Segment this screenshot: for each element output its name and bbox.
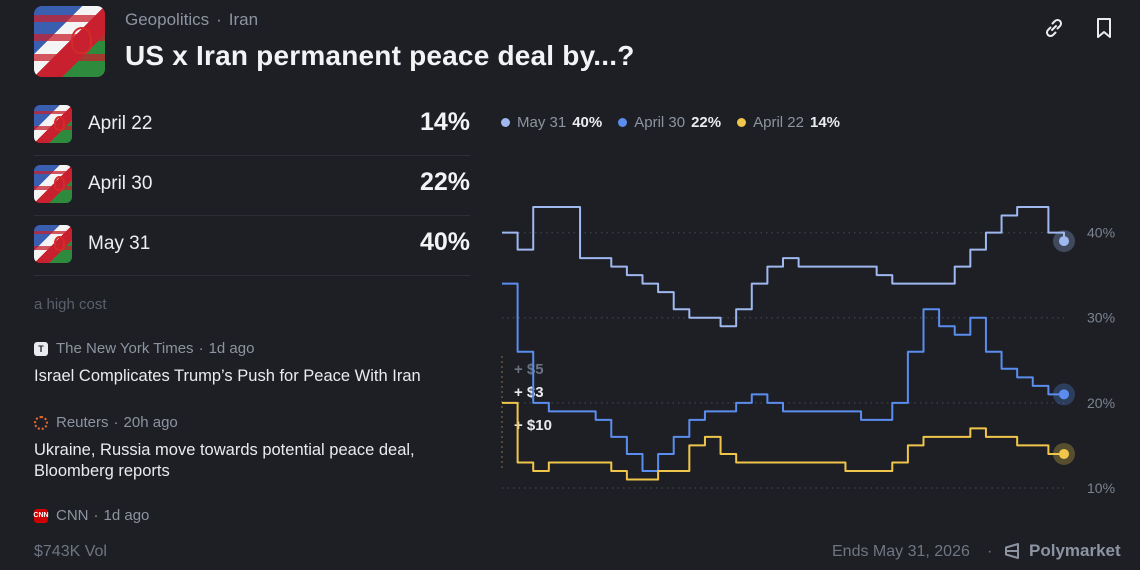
legend-swatch	[737, 118, 747, 127]
series-endpoint-dot	[1059, 448, 1069, 459]
legend-swatch	[618, 118, 628, 127]
breadcrumb-subcategory[interactable]: Iran	[228, 10, 259, 29]
price-history-chart[interactable]: 40% 30% 20% 10% + $5 + $3 + $10	[490, 150, 1130, 500]
faded-news-text: a high cost	[34, 296, 107, 313]
news-headline[interactable]: Ukraine, Russia move towards potential p…	[34, 441, 415, 480]
breadcrumb: Geopolitics · Iran	[125, 10, 259, 29]
y-tick-label: 30%	[1087, 310, 1115, 326]
news-source-name: CNN	[56, 507, 89, 524]
legend-item-april-30[interactable]: April 30 22%	[618, 114, 721, 131]
market-flag-image	[34, 6, 105, 77]
polymarket-brand[interactable]: Polymarket	[1002, 541, 1121, 561]
chart-legend: May 31 40% April 30 22% April 22 14%	[501, 114, 840, 131]
outcome-percent: 40%	[419, 228, 470, 256]
news-source-name: The New York Times	[56, 340, 194, 357]
y-tick-label: 20%	[1087, 395, 1115, 411]
outcome-percent: 14%	[419, 108, 470, 136]
series-line-april-30	[502, 282, 1064, 472]
news-age: 1d ago	[208, 340, 255, 357]
outcome-label: April 22	[88, 113, 153, 134]
y-tick-label: 40%	[1087, 225, 1115, 241]
trade-marker: + $10	[514, 417, 552, 434]
series-line-april-22	[502, 401, 1064, 481]
end-date-label: Ends May 31, 2026	[832, 543, 970, 560]
news-source-reuters[interactable]: Reuters · 20h ago	[34, 414, 178, 431]
legend-item-may-31[interactable]: May 31 40%	[501, 114, 602, 131]
news-age: 1d ago	[103, 507, 150, 524]
cnn-icon: CNN	[33, 508, 49, 523]
outcome-percent: 22%	[419, 168, 470, 196]
outcome-row-april-22[interactable]: April 22 14%	[34, 95, 470, 156]
polymarket-logo-icon	[1005, 543, 1019, 559]
outcome-label: May 31	[88, 233, 151, 254]
copy-link-button[interactable]	[1040, 14, 1068, 42]
volume-label: $743K Vol	[34, 543, 107, 560]
trade-marker: + $3	[514, 384, 544, 401]
outcome-flag-image	[34, 165, 72, 203]
legend-item-april-22[interactable]: April 22 14%	[737, 114, 840, 131]
news-source-nyt[interactable]: T The New York Times · 1d ago	[34, 340, 254, 357]
bookmark-button[interactable]	[1090, 14, 1118, 42]
outcome-label: April 30	[88, 173, 153, 194]
bookmark-icon	[1097, 18, 1111, 38]
series-line-may-31	[502, 206, 1065, 328]
outcome-flag-image	[34, 105, 72, 143]
outcome-row-may-31[interactable]: May 31 40%	[34, 215, 470, 276]
series-endpoint-dot	[1059, 236, 1069, 247]
breadcrumb-category[interactable]: Geopolitics	[125, 10, 210, 29]
news-source-name: Reuters	[56, 414, 109, 431]
outcome-flag-image	[34, 225, 72, 263]
series-endpoint-dot	[1059, 389, 1069, 400]
news-headline[interactable]: Israel Complicates Trump’s Push for Peac…	[34, 367, 421, 385]
trade-marker: + $5	[514, 361, 544, 378]
nyt-icon: T	[34, 341, 48, 356]
y-tick-label: 10%	[1087, 480, 1115, 496]
news-age: 20h ago	[123, 414, 178, 431]
outcome-row-april-30[interactable]: April 30 22%	[34, 155, 470, 216]
brand-name: Polymarket	[1029, 541, 1121, 560]
page-title: US x Iran permanent peace deal by...?	[125, 40, 635, 71]
news-source-cnn[interactable]: CNN CNN · 1d ago	[33, 507, 150, 524]
legend-swatch	[501, 118, 510, 127]
reuters-icon	[34, 415, 48, 430]
footer-separator: ·	[987, 543, 993, 560]
link-icon	[1045, 18, 1063, 38]
